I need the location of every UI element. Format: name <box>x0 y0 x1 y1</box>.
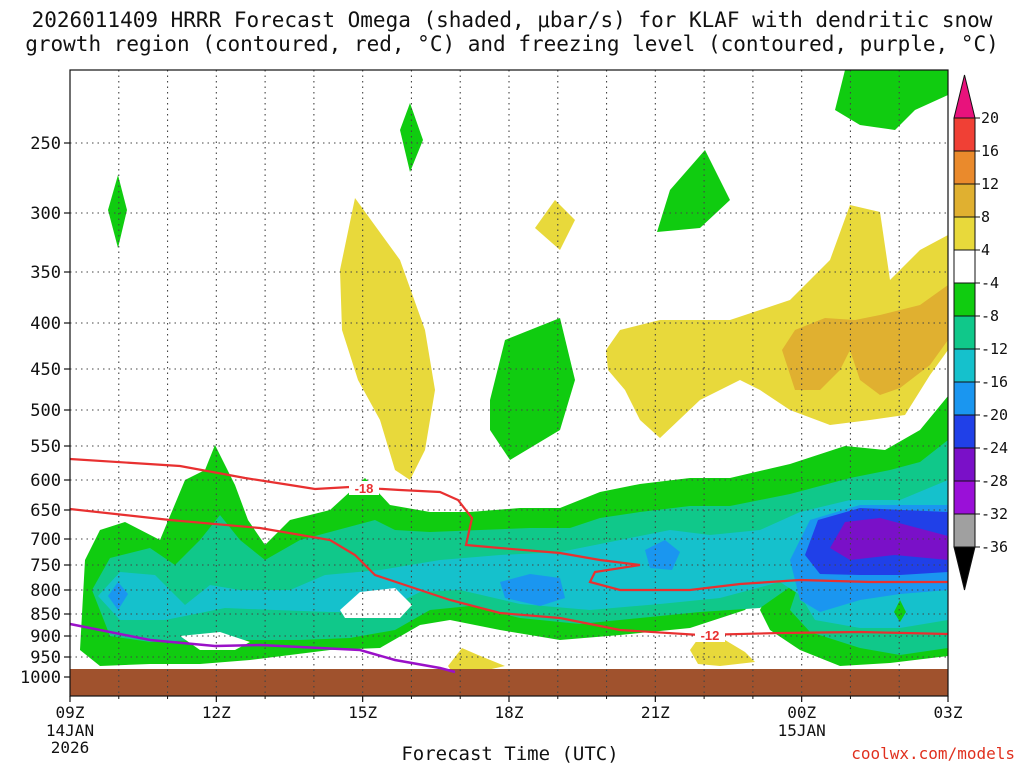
colorbar-swatch <box>953 216 976 251</box>
y-tick-label: 400 <box>30 314 61 334</box>
colorbar-label: -36 <box>981 538 1008 556</box>
omega-region-minus8-upper-a <box>108 175 127 248</box>
contours: -18 -12 <box>69 457 949 674</box>
x-tick-label: 00Z <box>787 703 816 722</box>
colorbar-label: -20 <box>981 406 1008 424</box>
omega-region-minus28 <box>830 518 948 560</box>
colorbar-swatch <box>953 282 976 317</box>
omega-region-minus8-spot <box>894 600 906 622</box>
y-tick-label: 750 <box>30 556 61 576</box>
minus18-label: -18 <box>355 481 374 496</box>
colorbar-swatch <box>953 414 976 449</box>
x-tick-label: 12Z <box>202 703 231 722</box>
colorbar-label: 16 <box>981 142 999 160</box>
colorbar-swatch <box>953 150 976 185</box>
y-tick-label: 700 <box>30 530 61 550</box>
dendritic-minus12-contour <box>69 507 949 637</box>
y-tick-label: 600 <box>30 471 61 491</box>
omega-region-minus8-upper-e <box>835 70 948 130</box>
dendritic-minus18-contour <box>69 457 948 592</box>
chart-title-line1: 2026011409 HRRR Forecast Omega (shaded, … <box>31 8 993 32</box>
colorbar-label: 8 <box>981 208 990 226</box>
colorbar-swatch <box>953 447 976 482</box>
x-tick-label: 09Z <box>56 703 85 722</box>
credit-text: coolwx.com/models <box>851 744 1015 763</box>
colorbar-swatch <box>953 315 976 350</box>
colorbar-label: -28 <box>981 472 1008 490</box>
x-tick-date: 15JAN <box>778 721 826 740</box>
x-tick-label: 21Z <box>641 703 670 722</box>
y-tick-label: 350 <box>30 263 61 283</box>
colorbar-swatch <box>953 348 976 383</box>
colorbar-swatch <box>953 183 976 218</box>
y-tick-label: 950 <box>30 648 61 668</box>
colorbar-swatch <box>953 249 976 284</box>
omega-gap-1 <box>340 588 412 618</box>
colorbar-swatch <box>953 117 976 152</box>
y-tick-label: 550 <box>30 437 61 457</box>
x-tick-date: 14JAN <box>46 721 94 740</box>
y-tick-label: 650 <box>30 501 61 521</box>
grid-lines <box>70 70 948 696</box>
y-tick-label: 900 <box>30 627 61 647</box>
colorbar-swatch <box>953 381 976 416</box>
colorbar-top-arrow <box>953 74 976 119</box>
x-axis-title: Forecast Time (UTC) <box>401 743 619 765</box>
omega-region-plus8 <box>782 285 948 395</box>
omega-shading <box>80 70 948 672</box>
x-tick-label: 03Z <box>934 703 963 722</box>
omega-region-minus8-upper-c <box>490 318 575 460</box>
colorbar-label: 4 <box>981 241 990 259</box>
colorbar-label: -4 <box>981 274 999 292</box>
colorbar-label: -12 <box>981 340 1008 358</box>
omega-region-plus4-low-a <box>448 648 505 672</box>
minus18-label-box: -18 <box>349 481 379 496</box>
minus12-label-box: -12 <box>695 628 725 643</box>
colorbar-label: 20 <box>981 109 999 127</box>
y-tick-label: 500 <box>30 401 61 421</box>
colorbar-swatch <box>953 480 976 515</box>
omega-region-minus16 <box>98 480 948 628</box>
y-tick-label: 250 <box>30 134 61 154</box>
colorbar-label: -16 <box>981 373 1008 391</box>
y-tick-label: 450 <box>30 360 61 380</box>
x-tick-label: 15Z <box>348 703 377 722</box>
omega-region-plus4-low-b <box>690 636 755 666</box>
colorbar: 20 16 12 8 4 -4 -8 -12 -16 -20 -24 -28 -32 -36 <box>953 74 1008 591</box>
colorbar-label: -24 <box>981 439 1008 457</box>
y-tick-label: 300 <box>30 204 61 224</box>
y-tick-label: 850 <box>30 605 61 625</box>
x-tick-label: 18Z <box>495 703 524 722</box>
colorbar-swatch <box>953 513 976 548</box>
y-tick-label: 1000 <box>20 668 61 688</box>
omega-region-minus8-upper-d <box>657 150 730 232</box>
y-axis-ticks: 2503003504004505005506006507007508008509… <box>20 134 70 688</box>
colorbar-label: 12 <box>981 175 999 193</box>
chart-title-line2: growth region (contoured, red, °C) and f… <box>25 32 999 56</box>
colorbar-label: -8 <box>981 307 999 325</box>
colorbar-bottom-arrow <box>953 546 976 591</box>
freezing-level-contour <box>69 622 456 674</box>
omega-region-minus20-c <box>645 540 680 570</box>
x-tick-year: 2026 <box>51 738 90 757</box>
omega-region-minus20-a <box>108 582 128 610</box>
minus12-label: -12 <box>701 628 720 643</box>
colorbar-label: -32 <box>981 505 1008 523</box>
y-tick-label: 800 <box>30 581 61 601</box>
